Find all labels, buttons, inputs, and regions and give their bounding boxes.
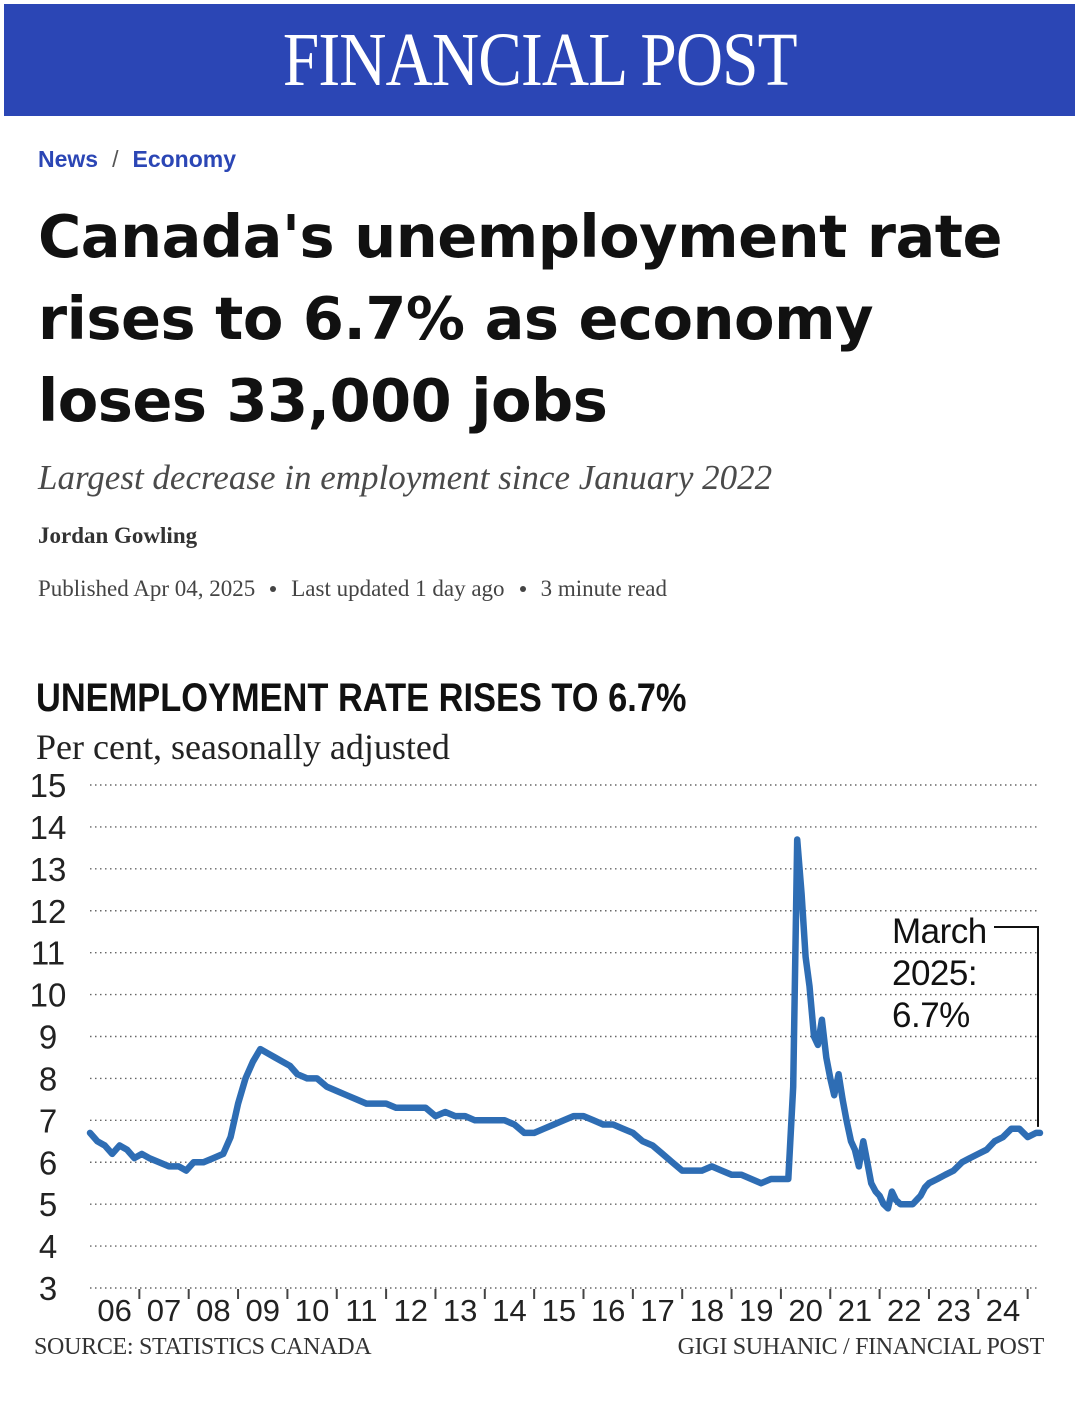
breadcrumb-separator: /: [112, 146, 119, 172]
x-tick-label: 20: [788, 1293, 822, 1328]
y-tick-label: 13: [30, 851, 67, 888]
y-tick-label: 11: [31, 935, 65, 972]
y-tick-label: 9: [39, 1019, 57, 1056]
y-tick-label: 5: [39, 1186, 57, 1223]
x-tick-label: 07: [147, 1293, 181, 1328]
x-tick-label: 23: [936, 1293, 970, 1328]
y-tick-label: 3: [39, 1270, 57, 1307]
breadcrumb-news-link[interactable]: News: [38, 146, 99, 172]
article-subheadline: Largest decrease in employment since Jan…: [38, 458, 773, 497]
annotation-text-line: March: [892, 912, 987, 951]
y-tick-label: 15: [30, 767, 67, 804]
y-tick-label: 6: [39, 1144, 57, 1181]
x-tick-label: 10: [295, 1293, 329, 1328]
chart-credit: GIGI SUHANIC / FINANCIAL POST: [677, 1334, 1045, 1360]
x-tick-label: 17: [640, 1293, 674, 1328]
x-tick-label: 12: [394, 1293, 428, 1328]
article-meta: Published Apr 04, 2025 Last updated 1 da…: [38, 576, 667, 602]
x-tick-label: 06: [97, 1293, 131, 1328]
x-tick-label: 08: [196, 1293, 230, 1328]
read-time: 3 minute read: [540, 576, 668, 601]
x-tick-label: 24: [986, 1293, 1020, 1328]
chart-title: UNEMPLOYMENT RATE RISES TO 6.7%: [36, 676, 687, 720]
y-tick-label: 8: [39, 1060, 57, 1097]
y-tick-label: 10: [30, 977, 67, 1014]
x-tick-label: 19: [739, 1293, 773, 1328]
y-tick-label: 14: [30, 809, 67, 846]
published-date: Published Apr 04, 2025: [38, 576, 256, 601]
annotation-text-line: 2025:: [892, 954, 977, 993]
x-tick-label: 14: [492, 1293, 526, 1328]
breadcrumb: News / Economy: [38, 146, 236, 173]
breadcrumb-economy-link[interactable]: Economy: [132, 146, 237, 172]
y-tick-label: 7: [39, 1102, 57, 1139]
masthead-logo[interactable]: FINANCIAL POST: [282, 18, 798, 102]
y-tick-label: 12: [30, 893, 67, 930]
x-tick-label: 11: [345, 1293, 377, 1328]
x-tick-label: 18: [690, 1293, 724, 1328]
meta-separator-dot: [270, 586, 277, 592]
author-link[interactable]: Jordan Gowling: [38, 523, 198, 548]
meta-separator-dot: [519, 586, 526, 592]
annotation-text-line: 6.7%: [892, 996, 970, 1035]
article-headline: Canada's unemployment rate rises to 6.7%…: [38, 202, 1003, 435]
last-updated: Last updated 1 day ago: [291, 576, 505, 601]
x-tick-label: 16: [591, 1293, 625, 1328]
y-tick-label: 4: [39, 1228, 57, 1265]
x-tick-label: 09: [245, 1293, 279, 1328]
annotation-leader-line: [994, 926, 1039, 1127]
series-line-unemployment-rate: [86, 836, 1044, 1212]
chart-source: SOURCE: STATISTICS CANADA: [34, 1334, 372, 1360]
x-tick-label: 22: [887, 1293, 921, 1328]
masthead: FINANCIAL POST: [4, 4, 1075, 116]
x-tick-label: 21: [838, 1293, 872, 1328]
chart-subtitle: Per cent, seasonally adjusted: [36, 727, 450, 767]
x-tick-label: 15: [542, 1293, 576, 1328]
x-tick-label: 13: [443, 1293, 477, 1328]
